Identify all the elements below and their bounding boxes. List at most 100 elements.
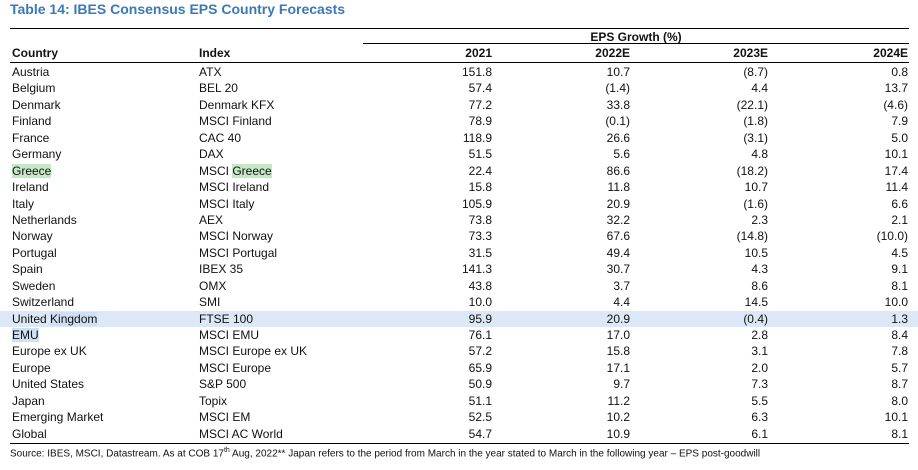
row-value-2024e: 4.5 bbox=[891, 245, 908, 260]
row-value-2022e: 17.0 bbox=[606, 328, 630, 342]
row-value-2021: 10.0 bbox=[468, 295, 492, 310]
row-country: Switzerland bbox=[12, 295, 75, 310]
row-country: Ireland bbox=[12, 180, 49, 195]
row-value-2021: 54.7 bbox=[468, 426, 492, 441]
row-country: United Kingdom bbox=[12, 311, 98, 326]
table-row: Sweden OMX 43.8 3.7 8.6 8.1 bbox=[0, 278, 918, 294]
table-row: Europe MSCI Europe 65.9 17.1 2.0 5.7 bbox=[0, 360, 918, 376]
row-country: Belgium bbox=[12, 81, 56, 96]
table-row: Greece MSCI Greece 22.4 86.6 (18.2) 17.4 bbox=[0, 163, 918, 179]
row-value-2024e: 5.7 bbox=[891, 360, 908, 375]
row-index: MSCI Norway bbox=[199, 229, 274, 244]
row-index: DAX bbox=[199, 147, 224, 162]
table-bottom-rule bbox=[10, 443, 909, 444]
row-value-2021: 141.3 bbox=[461, 262, 492, 277]
row-value-2024e: 8.0 bbox=[891, 393, 908, 408]
row-index: MSCI Italy bbox=[199, 196, 255, 211]
row-value-2023e: 6.1 bbox=[751, 426, 768, 441]
row-index: FTSE 100 bbox=[199, 311, 254, 326]
table-row: Spain IBEX 35 141.3 30.7 4.3 9.1 bbox=[0, 261, 918, 277]
row-value-2023e: (0.4) bbox=[743, 311, 768, 326]
row-value-2022e: 5.6 bbox=[613, 147, 630, 162]
row-country: United States bbox=[12, 377, 85, 392]
row-value-2023e: 10.7 bbox=[744, 180, 768, 195]
row-value-2023e: (14.8) bbox=[736, 229, 768, 244]
row-value-2023e: 6.3 bbox=[751, 410, 768, 425]
row-value-2021: 51.1 bbox=[468, 393, 492, 408]
row-index: AEX bbox=[199, 212, 224, 227]
row-value-2022e: 32.2 bbox=[606, 212, 630, 227]
table-row: Global MSCI AC World 54.7 10.9 6.1 8.1 bbox=[0, 426, 918, 442]
row-index: MSCI Greece bbox=[199, 163, 272, 178]
row-value-2024e: 8.1 bbox=[891, 426, 908, 441]
row-value-2024e: 10.0 bbox=[884, 295, 908, 310]
source-note-text-cont: Aug, 2022** Japan refers to the period f… bbox=[229, 448, 761, 460]
row-index: SMI bbox=[199, 295, 221, 310]
row-value-2022e: 15.8 bbox=[606, 344, 630, 359]
table-row: Austria ATX 151.8 10.7 (8.7) 0.8 bbox=[0, 64, 918, 80]
table-row: Finland MSCI Finland 78.9 (0.1) (1.8) 7.9 bbox=[0, 113, 918, 129]
row-value-2022e: 86.6 bbox=[606, 163, 630, 178]
table-row: Netherlands AEX 73.8 32.2 2.3 2.1 bbox=[0, 212, 918, 228]
source-note-superscript: th bbox=[223, 447, 230, 454]
row-value-2022e: 10.2 bbox=[606, 410, 630, 425]
row-value-2022e: 33.8 bbox=[606, 97, 630, 112]
table-row: Portugal MSCI Portugal 31.5 49.4 10.5 4.5 bbox=[0, 245, 918, 261]
row-value-2023e: 4.4 bbox=[751, 81, 768, 96]
row-value-2021: 65.9 bbox=[468, 360, 492, 375]
text-highlight: Greece bbox=[232, 163, 272, 178]
row-value-2024e: 5.0 bbox=[891, 130, 908, 145]
table-row: Norway MSCI Norway 73.3 67.6 (14.8) (10.0) bbox=[0, 228, 918, 244]
col-header-2023e: 2023E bbox=[733, 46, 768, 60]
row-value-2024e: (10.0) bbox=[876, 229, 908, 244]
table-row: EMU MSCI EMU 76.1 17.0 2.8 8.4 bbox=[0, 327, 918, 343]
row-value-2021: 73.8 bbox=[468, 212, 492, 227]
row-value-2023e: 14.5 bbox=[744, 295, 768, 310]
row-country: Finland bbox=[12, 114, 52, 129]
row-value-2022e: 67.6 bbox=[606, 229, 630, 244]
row-value-2024e: 7.9 bbox=[891, 114, 908, 129]
source-note: Source: IBES, MSCI, Datastream. As at CO… bbox=[10, 447, 760, 459]
row-country: Denmark bbox=[12, 97, 61, 112]
text-highlight: EMU bbox=[12, 328, 39, 342]
row-country: Emerging Market bbox=[12, 410, 104, 425]
row-value-2021: 76.1 bbox=[468, 328, 492, 342]
row-value-2022e: (1.4) bbox=[605, 81, 630, 96]
row-value-2022e: 9.7 bbox=[613, 377, 630, 392]
table-row: Germany DAX 51.5 5.6 4.8 10.1 bbox=[0, 146, 918, 162]
row-index: MSCI Finland bbox=[199, 114, 272, 129]
row-value-2022e: 10.7 bbox=[606, 65, 630, 79]
row-value-2022e: 30.7 bbox=[606, 262, 630, 277]
row-index: S&P 500 bbox=[199, 377, 247, 392]
col-header-index: Index bbox=[199, 46, 231, 60]
row-country: Europe bbox=[12, 360, 51, 375]
row-value-2023e: (22.1) bbox=[736, 97, 768, 112]
table-row: Japan Topix 51.1 11.2 5.5 8.0 bbox=[0, 393, 918, 409]
row-value-2023e: (3.1) bbox=[743, 130, 768, 145]
row-country: Japan bbox=[12, 393, 45, 408]
row-value-2021: 57.2 bbox=[468, 344, 492, 359]
row-index: MSCI Europe ex UK bbox=[199, 344, 308, 359]
table-row: Switzerland SMI 10.0 4.4 14.5 10.0 bbox=[0, 294, 918, 310]
row-value-2023e: 2.8 bbox=[751, 328, 768, 342]
row-value-2022e: (0.1) bbox=[605, 114, 630, 129]
row-value-2023e: (18.2) bbox=[736, 163, 768, 178]
row-country: Austria bbox=[12, 65, 50, 79]
row-value-2022e: 49.4 bbox=[606, 245, 630, 260]
table-row: Europe ex UK MSCI Europe ex UK 57.2 15.8 3.1… bbox=[0, 343, 918, 359]
row-value-2024e: 1.3 bbox=[891, 311, 908, 326]
text-highlight: Kingdom bbox=[50, 311, 98, 326]
row-index: IBEX 35 bbox=[199, 262, 244, 277]
source-note-text: Source: IBES, MSCI, Datastream. As at CO… bbox=[10, 448, 224, 460]
row-value-2022e: 3.7 bbox=[613, 278, 630, 293]
row-country: Italy bbox=[12, 196, 35, 211]
row-value-2023e: 4.3 bbox=[751, 262, 768, 277]
row-value-2021: 78.9 bbox=[468, 114, 492, 129]
row-value-2022e: 10.9 bbox=[606, 426, 630, 441]
row-value-2023e: 2.3 bbox=[751, 212, 768, 227]
row-country: Europe ex UK bbox=[12, 344, 87, 359]
row-index: MSCI AC World bbox=[199, 426, 283, 441]
row-value-2021: 151.8 bbox=[461, 65, 492, 79]
row-value-2024e: 6.6 bbox=[891, 196, 908, 211]
group-header-rule bbox=[363, 43, 909, 44]
